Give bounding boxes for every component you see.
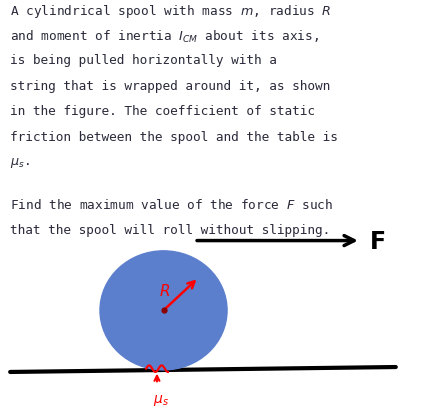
Circle shape <box>100 251 227 370</box>
Text: is being pulled horizontally with a: is being pulled horizontally with a <box>10 54 277 67</box>
Text: that the spool will roll without slipping.: that the spool will roll without slippin… <box>10 223 330 236</box>
Text: $\mathbf{F}$: $\mathbf{F}$ <box>370 229 385 253</box>
Text: $\mu_s$: $\mu_s$ <box>153 392 169 408</box>
Text: $\mu_s$.: $\mu_s$. <box>10 156 30 170</box>
Text: friction between the spool and the table is: friction between the spool and the table… <box>10 131 338 143</box>
Text: and moment of inertia $I_{CM}$ about its axis,: and moment of inertia $I_{CM}$ about its… <box>10 29 319 45</box>
Text: Find the maximum value of the force $F$ such: Find the maximum value of the force $F$ … <box>10 197 333 211</box>
Text: string that is wrapped around it, as shown: string that is wrapped around it, as sho… <box>10 80 330 93</box>
Text: A cylindrical spool with mass $m$, radius $R$: A cylindrical spool with mass $m$, radiu… <box>10 3 332 20</box>
Text: $R$: $R$ <box>159 282 170 298</box>
Text: in the figure. The coefficient of static: in the figure. The coefficient of static <box>10 105 315 118</box>
